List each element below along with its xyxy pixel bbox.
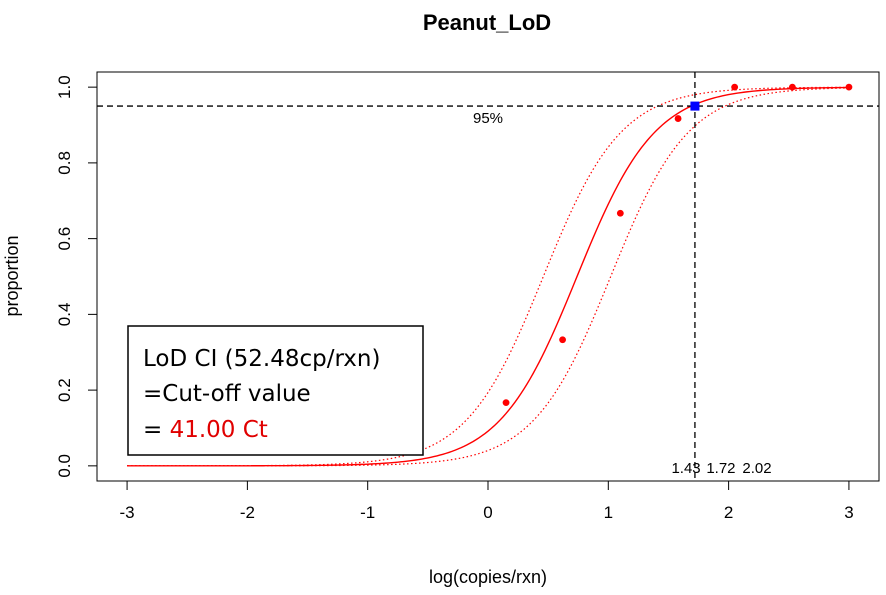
x-tick-label: -2 <box>240 503 255 522</box>
hline-label: 95% <box>473 110 503 127</box>
data-point <box>788 83 796 91</box>
x-tick-label: 3 <box>844 503 853 522</box>
y-tick-label: 1.0 <box>55 75 74 99</box>
x-axis-label: log(copies/rxn) <box>429 567 547 587</box>
data-point <box>845 83 853 91</box>
legend-cutoff-value: 41.00 Ct <box>170 417 268 443</box>
chart-title: Peanut_LoD <box>423 10 551 35</box>
vline-value-label: 1.72 <box>706 460 735 477</box>
y-tick-label: 0.4 <box>55 303 74 327</box>
legend-line-2: =Cut-off value <box>143 381 311 407</box>
fit-curve <box>127 86 849 467</box>
y-tick-label: 0.2 <box>55 378 74 402</box>
x-tick-label: 2 <box>724 503 733 522</box>
x-tick-label: 1 <box>604 503 613 522</box>
x-tick-label: 0 <box>483 503 492 522</box>
x-tick-label: -1 <box>360 503 375 522</box>
data-point <box>731 83 739 91</box>
data-point <box>559 336 566 344</box>
legend-frame <box>127 325 424 456</box>
data-point <box>502 399 510 407</box>
legend-box: LoD CI (52.48cp/rxn) =Cut-off value = 41… <box>127 325 424 456</box>
legend-line-3-prefix: = <box>143 417 170 443</box>
x-tick-label: -3 <box>120 503 135 522</box>
y-axis-label: proportion <box>2 235 22 316</box>
data-point <box>616 209 624 217</box>
legend-line-3: = 41.00 Ct <box>143 417 268 443</box>
y-tick-label: 0.0 <box>55 454 74 478</box>
y-tick-label: 0.6 <box>55 227 74 251</box>
data-point <box>674 115 682 122</box>
legend-line-1: LoD CI (52.48cp/rxn) <box>143 346 380 372</box>
lod-point-marker <box>690 101 700 111</box>
vline-value-label: 1.43 <box>671 460 700 477</box>
y-tick-label: 0.8 <box>55 151 74 175</box>
vline-value-label: 2.02 <box>742 460 771 477</box>
